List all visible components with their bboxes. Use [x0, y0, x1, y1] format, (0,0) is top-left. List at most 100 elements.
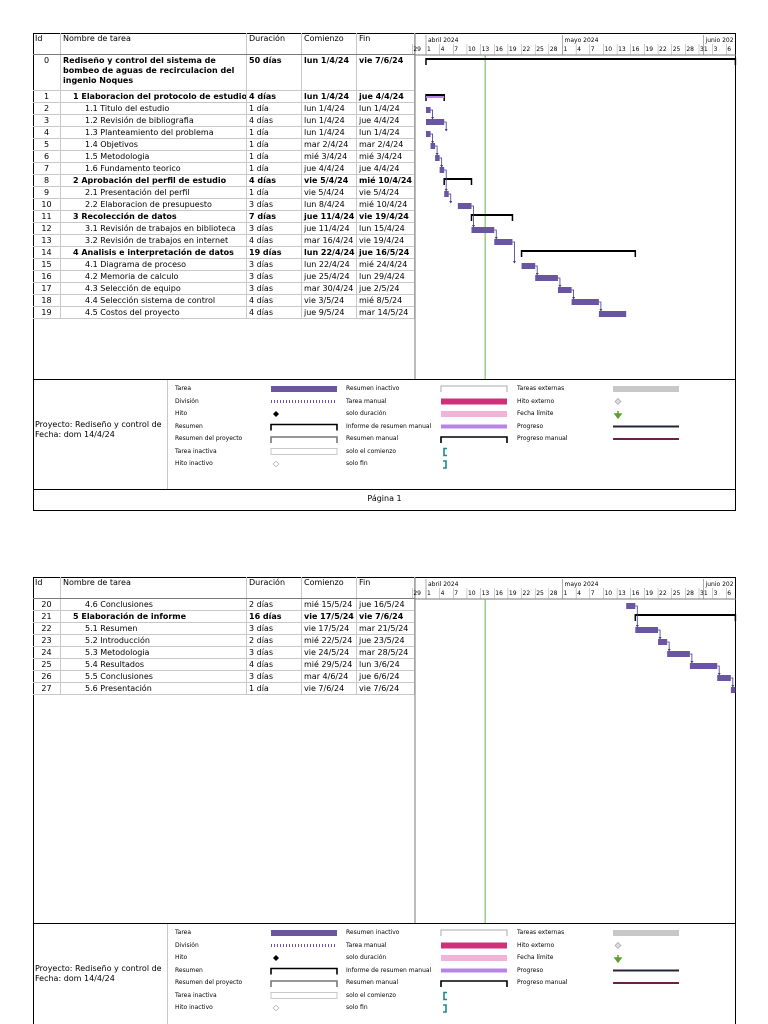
task-start: mar 4/6/24 — [302, 671, 357, 682]
task-bar — [571, 299, 599, 305]
task-start: lun 1/4/24 — [302, 115, 357, 126]
dependency-link — [717, 665, 720, 674]
timescale-day: 10 — [468, 590, 476, 597]
project-info-line: Fecha: dom 14/4/24 — [35, 974, 115, 983]
legend-label: Resumen inactivo — [346, 929, 400, 936]
table-row[interactable]: 4 1.3 Planteamiento del problema 1 día lun … — [33, 127, 415, 139]
dependency-arrow — [635, 625, 639, 628]
table-row[interactable]: 21 5 Elaboración de informe 16 días vie 17/… — [33, 611, 415, 623]
timescale-day: 4 — [441, 46, 445, 53]
table-row[interactable]: 17 4.3 Selección de equipo 3 días mar 30/4/… — [33, 283, 415, 295]
dependency-arrow — [431, 117, 435, 120]
legend-label: División — [175, 941, 199, 949]
legend-label: Resumen — [175, 422, 203, 430]
table-row[interactable]: 16 4.2 Memoria de calculo 3 días jue 25/4/2… — [33, 271, 415, 283]
legend-swatches — [270, 385, 679, 469]
table-row[interactable]: 2 1.1 Titulo del estudio 1 día lun 1/4/24 lu… — [33, 103, 415, 115]
table-row[interactable]: 0 Rediseño y control del sistema de bombeo… — [33, 55, 415, 91]
timescale-day: 22 — [659, 590, 667, 597]
task-duration: 16 días — [247, 611, 302, 622]
table-row[interactable]: 3 1.2 Revisión de bibliografia 4 días lun 1… — [33, 115, 415, 127]
table-row[interactable]: 5 1.4 Objetivos 1 día mar 2/4/24 mar 2/4/24 — [33, 139, 415, 151]
timescale-day: 29 — [413, 590, 421, 597]
legend-label: Resumen del proyecto — [175, 979, 243, 986]
table-row[interactable]: 15 4.1 Diagrama de proceso 3 días lun 22/4/… — [33, 259, 415, 271]
header-end[interactable]: Fin — [357, 577, 415, 598]
table-row[interactable]: 11 3 Recolección de datos 7 días jue 11/4/2… — [33, 211, 415, 223]
header-duration[interactable]: Duración — [247, 577, 302, 598]
header-start[interactable]: Comienzo — [302, 33, 357, 54]
legend-label: Tarea inactiva — [175, 447, 217, 455]
dependency-arrow — [440, 165, 444, 168]
task-name: 4.2 Memoria de calculo — [61, 271, 247, 282]
task-start: mié 29/5/24 — [302, 659, 357, 670]
task-end: mar 21/5/24 — [357, 623, 415, 634]
timescale-day: 1 — [564, 590, 568, 597]
timescale-day: 25 — [673, 590, 681, 597]
task-id: 11 — [33, 211, 61, 222]
legend-label: Tareas externas — [517, 929, 565, 936]
table-row[interactable]: 18 4.4 Selección sistema de control 4 días… — [33, 295, 415, 307]
table-row[interactable]: 24 5.3 Metodologia 3 días vie 24/5/24 mar 28… — [33, 647, 415, 659]
legend-manual-summary-swatch — [440, 980, 508, 987]
task-start: vie 3/5/24 — [302, 295, 357, 306]
task-bar — [535, 275, 558, 281]
timescale-day: 16 — [495, 590, 503, 597]
header-start[interactable]: Comienzo — [302, 577, 357, 598]
timescale-day: 4 — [441, 590, 445, 597]
table-row[interactable]: 13 3.2 Revisión de trabajos en internet 4 … — [33, 235, 415, 247]
task-start: lun 22/4/24 — [302, 259, 357, 270]
table-row[interactable]: 26 5.5 Conclusiones 3 días mar 4/6/24 jue 6/… — [33, 671, 415, 683]
table-row[interactable]: 19 4.5 Costos del proyecto 4 días jue 9/5/2… — [33, 307, 415, 319]
header-id[interactable]: Id — [33, 33, 61, 54]
header-duration[interactable]: Duración — [247, 33, 302, 54]
timescale-day: 10 — [604, 590, 612, 597]
dependency-link — [444, 121, 447, 130]
legend-inactive-milestone-icon — [272, 1004, 280, 1012]
table-row[interactable]: 6 1.5 Metodologia 1 día mié 3/4/24 mié 3/4/2… — [33, 151, 415, 163]
timescale-day: 31 — [700, 590, 708, 597]
task-duration: 3 días — [247, 259, 302, 270]
legend-label: solo fin — [346, 1004, 368, 1011]
table-row[interactable]: 10 2.2 Elaboracion de presupuesto 3 días lu… — [33, 199, 415, 211]
task-name: 5.4 Resultados — [61, 659, 247, 670]
legend-label: solo duración — [346, 410, 387, 417]
timescale-month: abril 2024 — [428, 581, 459, 588]
table-row[interactable]: 23 5.2 Introducción 2 días mié 22/5/24 jue 2… — [33, 635, 415, 647]
task-id: 21 — [33, 611, 61, 622]
legend-label: Tarea manual — [346, 941, 387, 949]
task-start: jue 11/4/24 — [302, 211, 357, 222]
table-row[interactable]: 20 4.6 Conclusiones 2 días mié 15/5/24 jue 1… — [33, 599, 415, 611]
table-row[interactable]: 12 3.1 Revisión de trabajos en biblioteca… — [33, 223, 415, 235]
legend-duration-only-swatch — [441, 411, 507, 417]
task-bar — [426, 119, 445, 125]
legend-label: solo el comienzo — [346, 447, 397, 455]
legend-milestone-icon — [273, 411, 279, 417]
table-row[interactable]: 22 5.1 Resumen 3 días vie 17/5/24 mar 21/5/2… — [33, 623, 415, 635]
timescale-month: abril 2024 — [428, 37, 459, 44]
timescale-day: 1 — [427, 590, 431, 597]
legend-external-milestone-icon — [614, 942, 622, 949]
header-id[interactable]: Id — [33, 577, 61, 598]
header-name[interactable]: Nombre de tarea — [61, 33, 247, 54]
table-row[interactable]: 27 5.6 Presentación 1 día vie 7/6/24 vie 7/6… — [33, 683, 415, 695]
timescale-day: 13 — [618, 590, 626, 597]
legend-label: Fecha límite — [517, 410, 554, 417]
header-end[interactable]: Fin — [357, 33, 415, 54]
task-id: 8 — [33, 175, 61, 186]
gantt-page-2: Id Nombre de tarea Duración Comienzo Fin… — [33, 577, 737, 1024]
table-row[interactable]: 25 5.4 Resultados 4 días mié 29/5/24 lun 3/6… — [33, 659, 415, 671]
legend-manual-summary-rollup-swatch — [441, 424, 507, 429]
dependency-arrow — [667, 649, 671, 652]
table-row[interactable]: 9 2.1 Presentación del perfil 1 día vie 5/4… — [33, 187, 415, 199]
task-duration: 1 día — [247, 683, 302, 694]
table-row[interactable]: 7 1.6 Fundamento teorico 1 día jue 4/4/24 ju… — [33, 163, 415, 175]
header-name[interactable]: Nombre de tarea — [61, 577, 247, 598]
legend-duration-only-swatch — [441, 955, 507, 961]
legend-inactive-summary-swatch — [440, 929, 508, 936]
dependency-link — [471, 205, 474, 226]
task-name: 5.3 Metodologia — [61, 647, 247, 658]
table-row[interactable]: 14 4 Analisis e interpretación de datos 19… — [33, 247, 415, 259]
